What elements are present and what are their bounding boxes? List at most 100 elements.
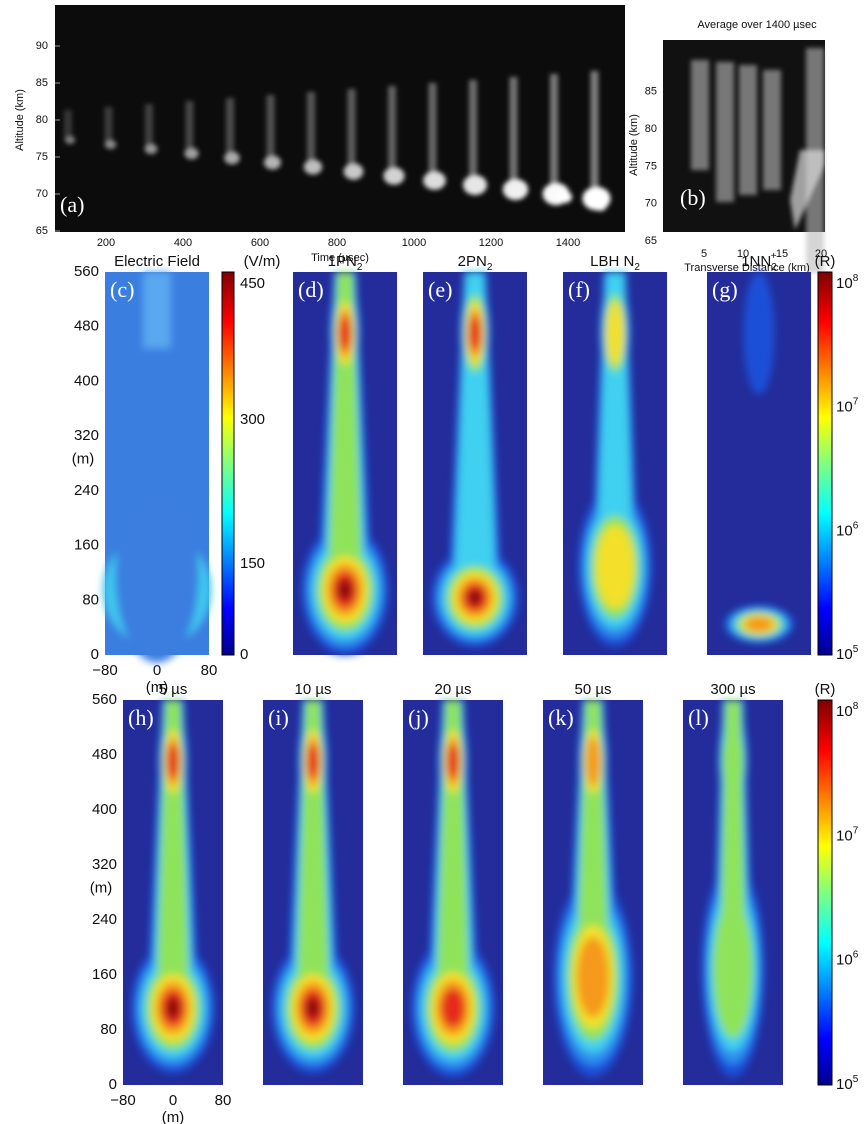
blob [184, 147, 199, 160]
y-tick-label: 400 [74, 372, 99, 389]
x-tick-label: −80 [92, 662, 117, 679]
blob [502, 178, 529, 201]
plume [301, 272, 389, 655]
blob [463, 175, 487, 195]
x-tick-label: 400 [174, 237, 192, 249]
x-tick-label: 10 [737, 248, 749, 260]
y-axis-label: Altitude (km) [14, 89, 26, 151]
streak-base [790, 150, 825, 230]
x-tick-label: 1400 [556, 237, 580, 249]
plume [553, 700, 633, 1078]
bright-spot [558, 191, 572, 203]
x-tick-label: 80 [201, 662, 218, 679]
x-tick-label: 0 [153, 662, 161, 679]
colorbar-tick-label: 150 [240, 555, 265, 572]
top-layer [469, 316, 481, 351]
streak [185, 101, 194, 154]
plume [271, 700, 355, 1074]
streak [763, 70, 781, 190]
x-tick-label: 5 [701, 248, 707, 260]
y-tick-label: 320 [74, 427, 99, 444]
top-layer [447, 744, 459, 779]
top-layer [167, 744, 179, 779]
y-tick-label: 80 [100, 1021, 117, 1038]
top-layer [585, 736, 601, 787]
x-axis-label: Time (µsec) [311, 252, 369, 264]
y-tick-label: 0 [91, 646, 99, 663]
blob [65, 136, 75, 144]
y-tick-label: 80 [36, 114, 48, 126]
text-part: 8 [853, 273, 859, 284]
colorbar [221, 271, 235, 656]
streak [347, 89, 356, 172]
text-part: 2 [771, 262, 777, 273]
x-tick-label: 0 [169, 1092, 177, 1109]
x-tick-label: 600 [251, 237, 269, 249]
text-part: Electric Field [114, 253, 200, 270]
colorbar-unit: (R) [815, 681, 836, 698]
y-tick-label: 480 [92, 746, 117, 763]
panel-label: (f) [568, 277, 590, 302]
y-tick-label: 560 [92, 691, 117, 708]
panel-label: (k) [548, 705, 574, 730]
y-tick-label: 560 [74, 263, 99, 280]
field-inner [115, 486, 199, 663]
plume [577, 272, 653, 648]
plume [131, 700, 215, 1074]
blob [423, 171, 446, 190]
plume [724, 272, 794, 644]
text-part: 10 [836, 275, 853, 292]
y-tick-label: 480 [74, 318, 99, 335]
streak [64, 110, 72, 140]
streak [145, 104, 153, 149]
colorbar-tick-label: 0 [240, 646, 248, 663]
text-part: 10 [836, 952, 853, 969]
colorbar-tick-label: 108 [836, 273, 859, 292]
head-layer [745, 616, 773, 633]
streak [388, 86, 396, 176]
top-layer [339, 316, 351, 351]
bright-spot [593, 199, 607, 211]
head-layer [306, 997, 320, 1019]
streak [550, 74, 558, 194]
panel-title: 1NN2+ [741, 251, 777, 273]
x-tick-label: 800 [328, 237, 346, 249]
panel-title: Electric Field [114, 253, 200, 270]
panel-label: (g) [712, 277, 738, 302]
y-tick-label: 240 [92, 911, 117, 928]
panel-label: (b) [680, 185, 706, 210]
y-tick-label: 70 [645, 198, 657, 210]
plume [411, 700, 495, 1078]
streak [739, 65, 757, 195]
text-part: 6 [853, 520, 859, 531]
blob [224, 151, 240, 165]
text-part: 10 [836, 399, 853, 416]
plume [701, 700, 765, 1078]
panel-label: (c) [110, 277, 134, 302]
y-axis-label: Altitude (km) [628, 114, 640, 176]
text-part: 8 [853, 701, 859, 712]
head-layer [441, 988, 465, 1028]
y-tick-label: 160 [92, 966, 117, 983]
x-axis-label: (m) [146, 679, 169, 696]
streak [509, 77, 518, 190]
top-layer [307, 744, 319, 779]
x-tick-label: 1000 [402, 237, 426, 249]
field [102, 272, 212, 663]
y-tick-label: 85 [645, 86, 657, 98]
y-tick-label: 80 [645, 123, 657, 135]
blob [383, 167, 405, 185]
panel-title: 50 µs [575, 681, 612, 698]
colorbar-tick-label: 450 [240, 275, 265, 292]
colorbar-unit: (R) [815, 253, 836, 270]
y-axis-label: (m) [72, 450, 95, 467]
top-layer [605, 301, 625, 366]
text-part: 7 [853, 396, 859, 407]
blob [303, 159, 323, 175]
streak [590, 71, 599, 199]
x-tick-label: −80 [110, 1092, 135, 1109]
panel-label: (l) [688, 705, 709, 730]
top-layer [722, 722, 744, 802]
panel-label: (d) [298, 277, 324, 302]
